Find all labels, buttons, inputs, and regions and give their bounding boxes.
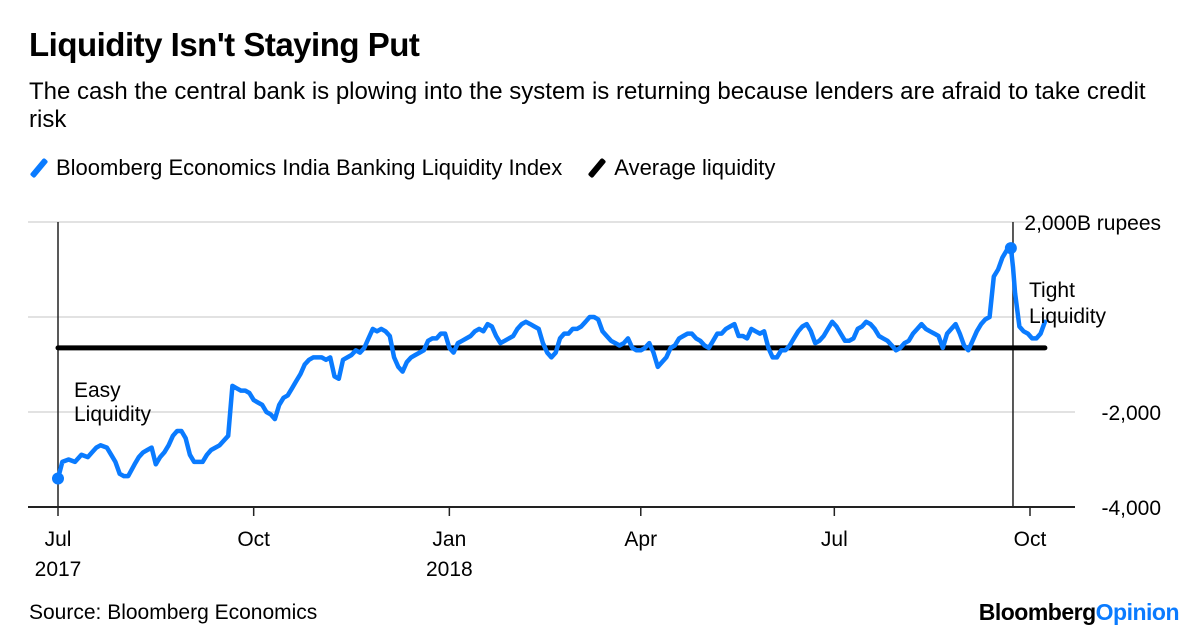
- start-marker: [52, 472, 64, 485]
- legend-label-average: Average liquidity: [614, 155, 776, 180]
- y-tick-label--2000: -2,000: [1101, 402, 1161, 425]
- source-note: Source: Bloomberg Economics: [29, 601, 318, 624]
- x-tick-sublabel-184: 2018: [426, 558, 473, 581]
- brand-logo: BloombergOpinion: [978, 599, 1180, 626]
- chart-title: Liquidity Isn't Staying Put: [29, 26, 420, 63]
- peak-marker: [1004, 242, 1017, 255]
- brand-part2: Opinion: [1095, 599, 1180, 625]
- annotation-easy-line1: Easy: [74, 379, 121, 402]
- x-tick-label-0: Jul: [45, 528, 72, 551]
- x-tick-label-92: Oct: [237, 528, 270, 551]
- brand-part1: Bloomberg: [978, 599, 1096, 625]
- annotation-tight-line2: Liquidity: [1029, 305, 1107, 328]
- annotation-easy-line2: Liquidity: [74, 403, 152, 426]
- x-tick-label-457: Oct: [1014, 528, 1047, 551]
- legend: Bloomberg Economics India Banking Liquid…: [29, 155, 807, 181]
- series-line-liquidity-index: [55, 245, 1048, 481]
- x-tick-label-184: Jan: [432, 528, 466, 551]
- annotation-tight-line1: Tight: [1029, 279, 1075, 302]
- legend-item-average: Average liquidity: [587, 155, 776, 181]
- x-tick-sublabel-0: 2017: [35, 558, 82, 581]
- y-tick-label-2000: 2,000B rupees: [1024, 212, 1161, 235]
- x-tick-label-274: Apr: [624, 528, 657, 551]
- x-tick-label-365: Jul: [821, 528, 848, 551]
- y-tick-label--4000: -4,000: [1101, 497, 1161, 520]
- legend-label-index: Bloomberg Economics India Banking Liquid…: [56, 155, 563, 180]
- legend-item-index: Bloomberg Economics India Banking Liquid…: [29, 155, 563, 181]
- chart-subtitle: The cash the central bank is plowing int…: [29, 78, 1146, 133]
